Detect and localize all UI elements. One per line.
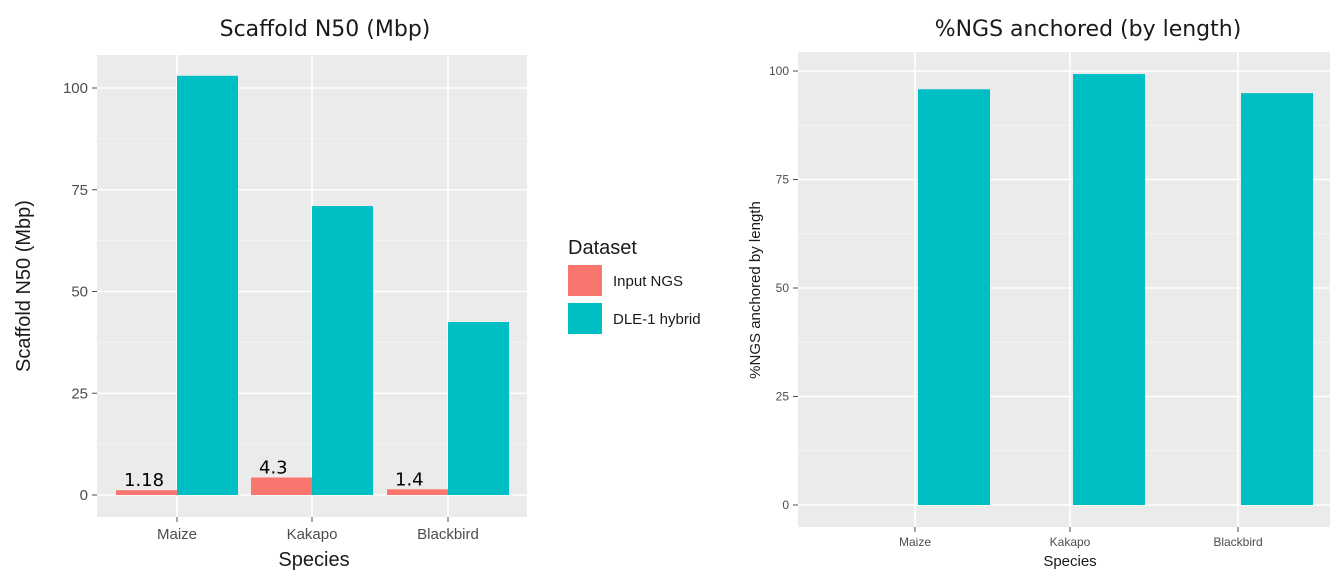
bar-input-ngs-blackbird [387,489,448,495]
left-x-tick-label: Blackbird [417,526,479,543]
left-y-tick-label: 50 [71,284,88,301]
bar-anchored-maize [918,89,990,505]
left-data-labels: 1.18 4.3 1.4 [124,457,424,491]
left-chart-title: Scaffold N50 (Mbp) [220,17,431,42]
right-x-tick-label: Blackbird [1213,535,1262,549]
legend-label-dle1-hybrid: DLE-1 hybrid [613,311,701,328]
right-chart-title: %NGS anchored (by length) [935,17,1242,42]
bar-dle-1-hybrid-blackbird [448,322,509,495]
left-y-tick-label: 75 [71,182,88,199]
right-y-tick-label: 75 [776,173,790,187]
right-x-tick-label: Maize [899,535,931,549]
right-y-axis-label: %NGS anchored by length [747,201,764,379]
bar-input-ngs-maize [116,490,177,495]
left-x-tick-label: Kakapo [287,526,338,543]
data-label-input-ngs-kakapo: 4.3 [259,457,288,478]
left-y-tick-label: 0 [80,487,88,504]
bar-anchored-blackbird [1241,93,1313,505]
bar-input-ngs-kakapo [251,477,312,495]
bar-dle-1-hybrid-maize [177,75,238,495]
bar-dle-1-hybrid-kakapo [312,206,373,495]
right-bars [918,74,1313,506]
data-label-input-ngs-maize: 1.18 [124,470,164,491]
chart-right: %NGS anchored (by length) 0 25 50 75 100 Mai… [747,17,1330,570]
legend-swatch-dle1-hybrid [568,303,602,334]
right-y-tick-label: 25 [776,390,790,404]
data-label-input-ngs-blackbird: 1.4 [395,469,424,490]
legend: Dataset Input NGS DLE-1 hybrid [568,237,701,334]
right-x-tick-label: Kakapo [1050,535,1091,549]
chart-left: Scaffold N50 (Mbp) 0 25 50 75 100 Maize Kakap… [13,17,527,571]
right-gridlines [798,52,1330,527]
right-y-tick-label: 50 [776,281,790,295]
right-y-tick-label: 100 [769,64,789,78]
left-y-ticks: 0 25 50 75 100 [63,80,97,504]
left-bars [116,75,509,495]
left-x-tick-label: Maize [157,526,197,543]
legend-title: Dataset [568,237,637,259]
bar-anchored-kakapo [1073,74,1145,506]
right-y-ticks: 0 25 50 75 100 [769,64,798,512]
right-x-axis-label: Species [1043,553,1096,570]
left-y-axis-label: Scaffold N50 (Mbp) [13,200,35,372]
legend-swatch-input-ngs [568,265,602,296]
left-x-axis-label: Species [278,549,349,571]
left-y-tick-label: 25 [71,385,88,402]
legend-label-input-ngs: Input NGS [613,273,683,290]
left-y-tick-label: 100 [63,80,88,97]
left-x-ticks: Maize Kakapo Blackbird [157,517,479,543]
right-y-tick-label: 0 [782,498,789,512]
right-x-ticks: Maize Kakapo Blackbird [899,527,1263,549]
